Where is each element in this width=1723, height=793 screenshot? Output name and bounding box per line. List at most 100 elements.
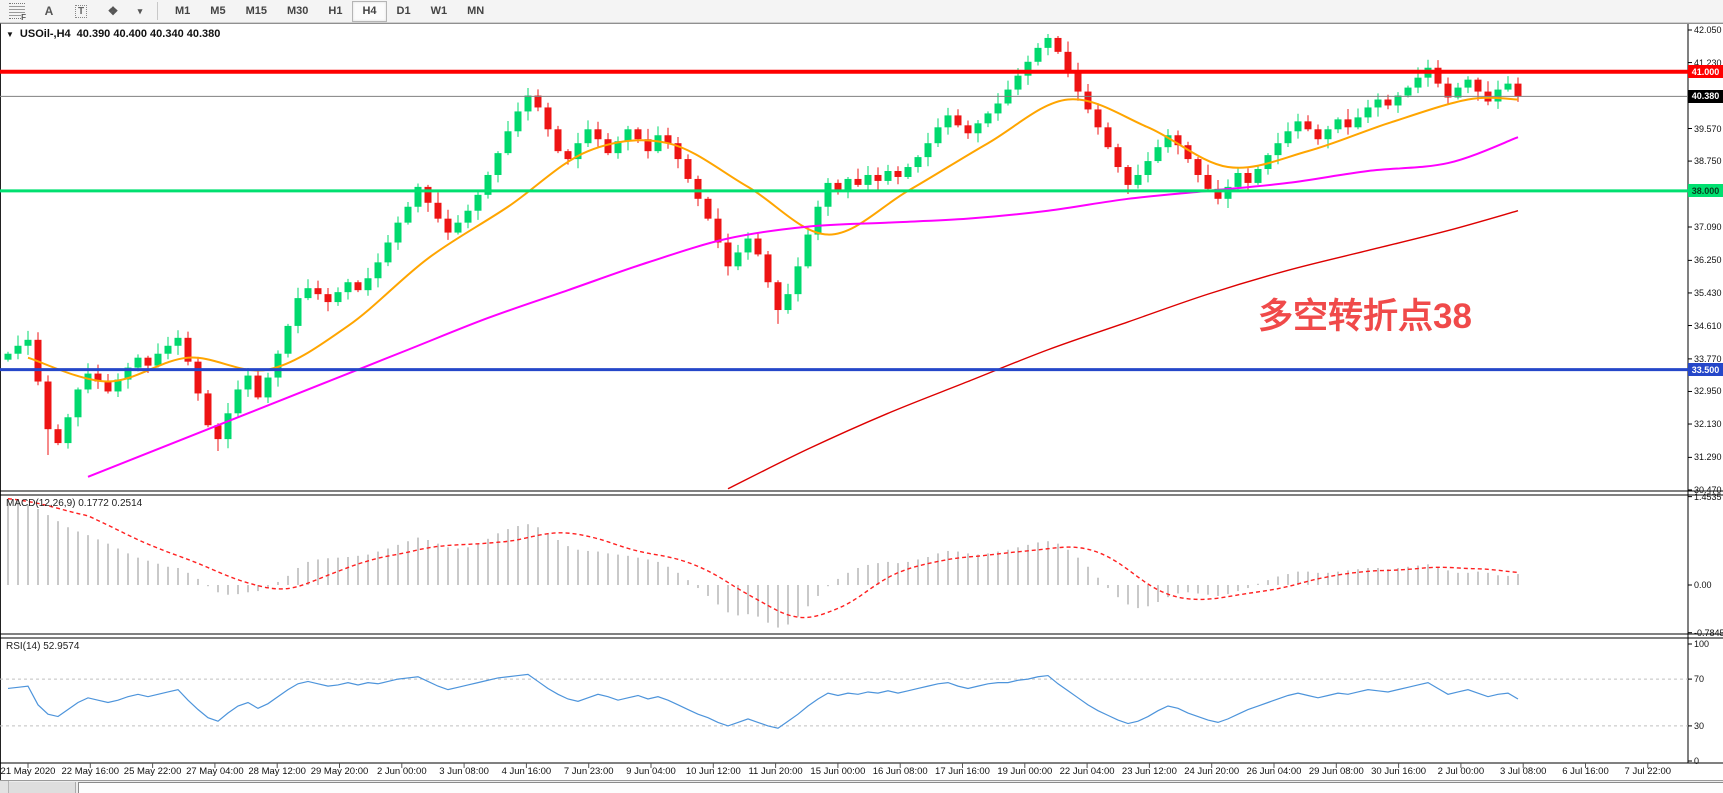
candlestick bbox=[614, 141, 622, 154]
candlestick bbox=[334, 292, 342, 303]
candlestick bbox=[834, 182, 842, 191]
shapes-dropdown-button[interactable]: ▾ bbox=[130, 1, 150, 22]
candlestick bbox=[1394, 95, 1402, 106]
candlestick bbox=[1414, 77, 1422, 88]
candlestick bbox=[544, 107, 552, 130]
price-axis-label: 39.570 bbox=[1694, 123, 1722, 134]
toolbar-separator bbox=[157, 2, 158, 20]
time-axis-label: 10 Jun 12:00 bbox=[685, 766, 741, 777]
candlestick bbox=[684, 159, 692, 179]
candlestick bbox=[904, 167, 912, 177]
candlestick bbox=[634, 129, 642, 140]
timeframe-button-group: M1 M5 M15 M30 H1 H4 D1 W1 MN bbox=[165, 0, 494, 22]
candlestick bbox=[1504, 83, 1512, 90]
symbol-name: USOil-,H4 bbox=[19, 28, 71, 40]
chart-annotation-text[interactable]: 多空转折点38 bbox=[1258, 297, 1472, 336]
candlestick bbox=[694, 178, 702, 199]
time-axis-label: 15 Jun 00:00 bbox=[810, 766, 866, 777]
time-axis-label: 22 Jun 04:00 bbox=[1059, 766, 1115, 777]
label-tool-button[interactable]: T bbox=[66, 1, 96, 22]
candlestick bbox=[1034, 47, 1042, 62]
candlestick bbox=[884, 171, 892, 181]
candlestick bbox=[764, 254, 772, 283]
candlestick bbox=[444, 218, 452, 233]
time-axis-label: 25 May 22:00 bbox=[123, 766, 182, 777]
timeframe-button-m30[interactable]: M30 bbox=[286, 5, 309, 17]
price-badge: 33.500 bbox=[1688, 363, 1723, 377]
candlestick bbox=[474, 194, 482, 211]
candlestick bbox=[394, 222, 402, 243]
candlestick bbox=[984, 113, 992, 124]
candlestick bbox=[774, 282, 782, 311]
price-axis-label: 34.610 bbox=[1694, 320, 1722, 331]
candlestick bbox=[724, 242, 732, 267]
label-icon: T bbox=[74, 4, 88, 18]
price-axis-label: 30.470 bbox=[1694, 484, 1722, 495]
timeframe-button-d1[interactable]: D1 bbox=[396, 5, 411, 17]
candlestick bbox=[84, 373, 92, 390]
timeframe-button-w1[interactable]: W1 bbox=[430, 5, 448, 17]
rsi-axis-label: 100 bbox=[1694, 639, 1710, 649]
fibonacci-tool-button[interactable]: F bbox=[2, 1, 32, 22]
chart-window[interactable] bbox=[0, 23, 1723, 780]
candlestick bbox=[324, 294, 332, 303]
time-axis-label: 2 Jul 00:00 bbox=[1437, 766, 1485, 777]
candlestick bbox=[234, 389, 242, 414]
candlestick bbox=[1284, 131, 1292, 144]
candlestick bbox=[1224, 186, 1232, 199]
ma-slow-line bbox=[727, 210, 1519, 490]
candlestick bbox=[4, 353, 12, 360]
candlestick bbox=[594, 129, 602, 140]
candlestick bbox=[124, 367, 132, 380]
tab-bar-scroll-area[interactable] bbox=[78, 782, 1723, 793]
candlestick bbox=[794, 266, 802, 295]
text-tool-button[interactable]: A bbox=[34, 1, 64, 22]
price-axis-label: 37.090 bbox=[1694, 222, 1722, 232]
candlestick bbox=[804, 234, 812, 267]
timeframe-button-m1[interactable]: M1 bbox=[175, 5, 191, 17]
timeframe-button-h4[interactable]: H4 bbox=[352, 0, 387, 22]
candlestick bbox=[704, 198, 712, 219]
candlestick bbox=[924, 143, 932, 158]
chart-tab[interactable] bbox=[9, 782, 76, 793]
timeframe-button-mn[interactable]: MN bbox=[467, 5, 485, 17]
candlestick bbox=[354, 282, 362, 291]
price-axis-label: 36.250 bbox=[1694, 255, 1722, 266]
candlestick bbox=[1434, 67, 1442, 84]
price-axis-label: 32.950 bbox=[1694, 386, 1722, 397]
candlestick bbox=[1234, 172, 1242, 187]
candlestick bbox=[1124, 167, 1132, 185]
rsi-line bbox=[7, 673, 1519, 729]
candlestick bbox=[654, 135, 662, 152]
candlestick bbox=[814, 206, 822, 235]
symbol-dropdown-icon[interactable]: ▼ bbox=[6, 29, 14, 39]
candlestick bbox=[184, 337, 192, 362]
candlestick bbox=[1074, 71, 1082, 92]
bottom-tab-bar bbox=[0, 780, 1723, 793]
candlestick bbox=[674, 143, 682, 160]
text-icon: A bbox=[44, 4, 54, 18]
time-axis-label: 7 Jul 22:00 bbox=[1624, 766, 1672, 777]
candlestick bbox=[314, 288, 322, 295]
candlestick bbox=[744, 238, 752, 253]
timeframe-button-h1[interactable]: H1 bbox=[328, 5, 343, 17]
candlestick bbox=[1184, 145, 1192, 160]
timeframe-button-m15[interactable]: M15 bbox=[245, 5, 267, 17]
candlestick bbox=[54, 429, 62, 444]
candlestick bbox=[344, 282, 352, 293]
candlestick bbox=[944, 115, 952, 128]
candlestick bbox=[584, 129, 592, 144]
time-axis-label: 28 May 12:00 bbox=[248, 766, 306, 777]
price-axis-label: 33.770 bbox=[1694, 353, 1722, 364]
candlestick bbox=[1164, 135, 1172, 148]
timeframe-button-m5[interactable]: M5 bbox=[210, 5, 226, 17]
time-axis-label: 19 Jun 00:00 bbox=[997, 766, 1053, 777]
candlestick bbox=[964, 125, 972, 134]
candlestick bbox=[1244, 172, 1252, 183]
shapes-tool-button[interactable]: ❖ bbox=[98, 1, 128, 22]
candlestick bbox=[574, 143, 582, 160]
candlestick bbox=[1254, 169, 1262, 183]
candlestick bbox=[914, 157, 922, 168]
